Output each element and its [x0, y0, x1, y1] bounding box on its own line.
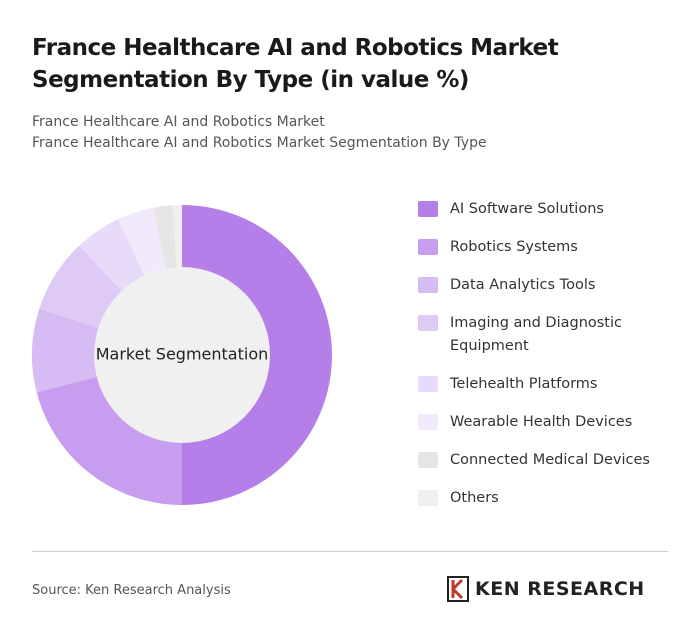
center-label: Market Segmentation [96, 345, 269, 364]
legend-label: Data Analytics Tools [450, 277, 596, 293]
legend-label: Connected Medical Devices [450, 452, 650, 468]
legend: AI Software Solutions Robotics Systems Dat… [418, 198, 678, 525]
legend-swatch [418, 414, 438, 430]
legend-item: Robotics Systems [418, 236, 678, 259]
legend-swatch [418, 201, 438, 217]
legend-swatch [418, 315, 438, 331]
logo: KEN RESEARCH [447, 576, 645, 602]
logo-text: KEN RESEARCH [475, 578, 645, 600]
logo-icon [447, 576, 469, 602]
legend-item: AI Software Solutions [418, 198, 678, 221]
legend-item: Data Analytics Tools [418, 274, 678, 297]
chart-title: France Healthcare AI and Robotics Market… [32, 35, 559, 93]
donut-chart: Market Segmentation [31, 205, 332, 505]
subtitle: France Healthcare AI and Robotics Market… [32, 135, 487, 151]
source: Source: Ken Research Analysis [32, 583, 231, 598]
legend-swatch [418, 277, 438, 293]
legend-label: Imaging and Diagnostic Equipment [450, 315, 622, 354]
legend-label: Robotics Systems [450, 239, 578, 255]
subtitle: France Healthcare AI and Robotics Market [32, 114, 325, 130]
legend-item: Wearable Health Devices [418, 411, 678, 434]
donut-hole [94, 267, 270, 443]
legend-label: Others [450, 490, 499, 506]
legend-swatch [418, 239, 438, 255]
legend-item: Others [418, 487, 678, 510]
legend-item: Telehealth Platforms [418, 373, 678, 396]
legend-item: Imaging and Diagnostic Equipment [418, 312, 678, 358]
legend-swatch [418, 490, 438, 506]
legend-swatch [418, 376, 438, 392]
legend-swatch [418, 452, 438, 468]
legend-label: Wearable Health Devices [450, 414, 633, 430]
divider [32, 551, 668, 552]
legend-label: Telehealth Platforms [450, 376, 598, 392]
legend-item: Connected Medical Devices [418, 449, 678, 472]
legend-label: AI Software Solutions [450, 201, 604, 217]
